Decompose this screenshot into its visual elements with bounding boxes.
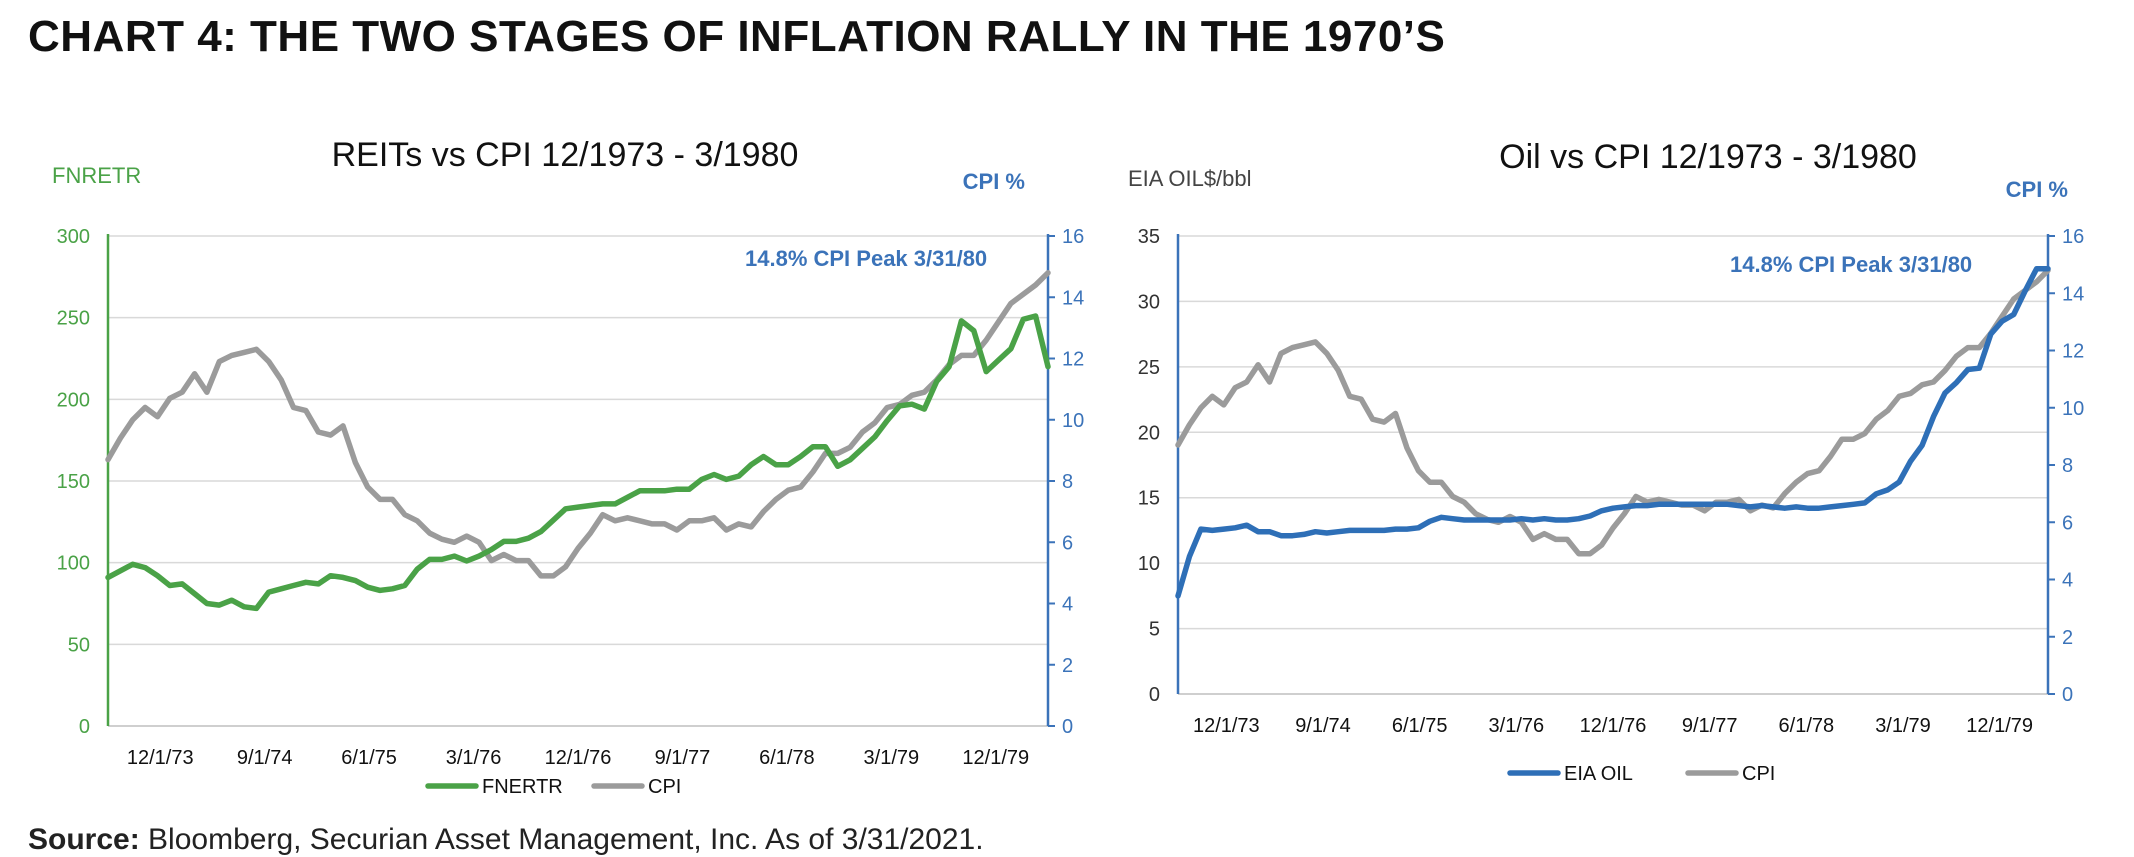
legend-label: CPI: [648, 776, 681, 798]
x-tick-label: 3/1/76: [446, 747, 502, 769]
right-tick-label: 6: [2062, 512, 2073, 534]
left-axis-label: EIA OIL$/bbl: [1128, 166, 1252, 191]
right-tick-label: 16: [1062, 226, 1084, 248]
left-tick-label: 20: [1138, 422, 1160, 444]
x-tick-label: 9/1/74: [237, 747, 293, 769]
right-tick-label: 12: [2062, 341, 2084, 363]
right-tick-label: 0: [1062, 716, 1073, 738]
right-tick-label: 2: [1062, 655, 1073, 677]
x-tick-label: 9/1/77: [1682, 715, 1738, 737]
legend-label: EIA OIL: [1564, 763, 1633, 785]
legend-label: FNERTR: [482, 776, 563, 798]
right-tick-label: 2: [2062, 627, 2073, 649]
right-tick-label: 10: [2062, 398, 2084, 420]
x-tick-label: 12/1/76: [1580, 715, 1647, 737]
right-tick-label: 10: [1062, 410, 1084, 432]
right-tick-label: 4: [1062, 594, 1073, 616]
left-tick-label: 150: [57, 471, 90, 493]
right-tick-label: 0: [2062, 684, 2073, 706]
left-tick-label: 300: [57, 226, 90, 248]
x-tick-label: 9/1/77: [655, 747, 711, 769]
left-tick-label: 50: [68, 634, 90, 656]
left-tick-label: 250: [57, 308, 90, 330]
x-tick-label: 6/1/78: [759, 747, 815, 769]
x-tick-label: 3/1/79: [1875, 715, 1931, 737]
series-line-cpi: [105, 270, 1051, 579]
left-axis-label: FNRETR: [52, 163, 141, 188]
peak-annotation: 14.8% CPI Peak 3/31/80: [1730, 252, 1972, 277]
chart-title: REITs vs CPI 12/1973 - 3/1980: [332, 136, 799, 174]
x-tick-label: 12/1/76: [545, 747, 612, 769]
chart-title: Oil vs CPI 12/1973 - 3/1980: [1499, 138, 1917, 176]
left-tick-label: 200: [57, 389, 90, 411]
source-note: Source: Bloomberg, Securian Asset Manage…: [28, 823, 984, 857]
source-label: Source:: [28, 823, 140, 856]
right-tick-label: 4: [2062, 570, 2073, 592]
right-axis-label: CPI %: [2006, 177, 2068, 202]
right-tick-label: 12: [1062, 349, 1084, 371]
left-tick-label: 15: [1138, 488, 1160, 510]
x-tick-label: 12/1/79: [962, 747, 1029, 769]
left-tick-label: 35: [1138, 226, 1160, 248]
right-tick-label: 16: [2062, 226, 2084, 248]
left-tick-label: 0: [1149, 684, 1160, 706]
right-tick-label: 14: [2062, 283, 2084, 305]
right-tick-label: 8: [1062, 471, 1073, 493]
x-tick-label: 12/1/73: [127, 747, 194, 769]
series-line-cpi: [1175, 267, 2051, 557]
left-tick-label: 5: [1149, 619, 1160, 641]
x-tick-label: 3/1/79: [864, 747, 920, 769]
x-tick-label: 6/1/75: [341, 747, 397, 769]
x-tick-label: 12/1/73: [1193, 715, 1260, 737]
left-tick-label: 10: [1138, 553, 1160, 575]
right-axis-label: CPI %: [963, 169, 1025, 194]
legend-label: CPI: [1742, 763, 1775, 785]
x-tick-label: 6/1/75: [1392, 715, 1448, 737]
left-tick-label: 30: [1138, 291, 1160, 313]
right-tick-label: 6: [1062, 532, 1073, 554]
series-line-eia-oil: [1175, 265, 2051, 599]
peak-annotation: 14.8% CPI Peak 3/31/80: [745, 246, 987, 271]
source-text: Bloomberg, Securian Asset Management, In…: [148, 823, 984, 856]
page-title: CHART 4: THE TWO STAGES OF INFLATION RAL…: [28, 12, 1446, 61]
x-tick-label: 12/1/79: [1966, 715, 2033, 737]
left-tick-label: 25: [1138, 357, 1160, 379]
x-tick-label: 9/1/74: [1295, 715, 1351, 737]
x-tick-label: 6/1/78: [1779, 715, 1835, 737]
left-tick-label: 0: [79, 716, 90, 738]
x-tick-label: 3/1/76: [1489, 715, 1545, 737]
right-tick-label: 8: [2062, 455, 2073, 477]
left-tick-label: 100: [57, 553, 90, 575]
right-tick-label: 14: [1062, 287, 1084, 309]
series-line-fnertr: [105, 313, 1051, 612]
